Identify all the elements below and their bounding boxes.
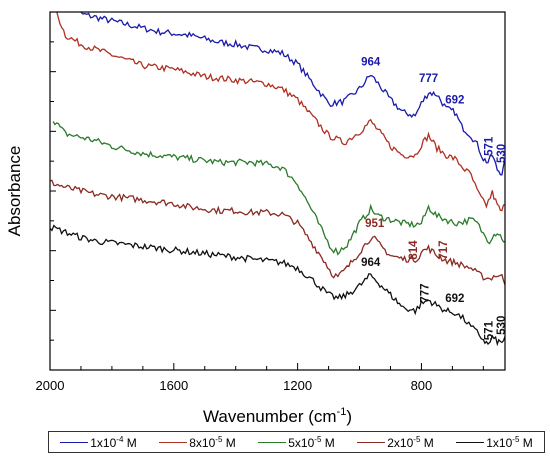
x-tick-label: 800 bbox=[411, 378, 433, 393]
series-line-5 bbox=[50, 224, 505, 347]
peak-label: 814 bbox=[408, 240, 420, 260]
legend-swatch bbox=[456, 441, 485, 443]
legend-item-2: 8x10-5 M bbox=[159, 435, 236, 450]
series-line-1 bbox=[80, 12, 505, 176]
peak-label: 530 bbox=[496, 144, 508, 163]
y-axis-title: Absorbance bbox=[5, 146, 24, 237]
peak-label: 530 bbox=[496, 316, 508, 335]
x-tick-label: 2000 bbox=[36, 378, 65, 393]
legend-swatch bbox=[258, 441, 287, 443]
peak-label: 692 bbox=[445, 94, 464, 106]
legend-label: 1x10-4 M bbox=[90, 434, 137, 450]
legend-label: 1x10-5 M bbox=[486, 434, 533, 450]
legend-item-4: 2x10-5 M bbox=[357, 435, 434, 450]
peak-label: 692 bbox=[445, 293, 464, 305]
series-line-2 bbox=[56, 12, 505, 212]
x-axis-title: Wavenumber (cm-1) bbox=[203, 406, 352, 426]
legend-item-5: 1x10-5 M bbox=[456, 435, 533, 450]
legend-swatch bbox=[60, 441, 89, 443]
x-axis-ticks: 2000 1600 1200 800 bbox=[36, 363, 484, 393]
peak-label: 777 bbox=[420, 283, 432, 302]
series-line-4 bbox=[50, 179, 505, 287]
plot-frame bbox=[49, 11, 506, 371]
legend-item-1: 1x10-4 M bbox=[60, 435, 137, 450]
legend: 1x10-4 M 8x10-5 M 5x10-5 M 2x10-5 M 1x10-5 M bbox=[48, 431, 545, 453]
legend-swatch bbox=[357, 441, 386, 443]
legend-item-3: 5x10-5 M bbox=[258, 435, 335, 450]
x-tick-label: 1200 bbox=[283, 378, 312, 393]
y-axis-ticks bbox=[50, 41, 56, 341]
series-line-3 bbox=[52, 121, 505, 256]
peak-label: 777 bbox=[419, 73, 438, 85]
legend-label: 2x10-5 M bbox=[387, 434, 434, 450]
peak-label: 571 bbox=[483, 136, 495, 156]
legend-label: 8x10-5 M bbox=[189, 434, 236, 450]
peak-label: 964 bbox=[361, 257, 381, 269]
legend-label: 5x10-5 M bbox=[288, 434, 335, 450]
peak-label: 951 bbox=[365, 218, 385, 230]
peak-label: 964 bbox=[361, 57, 381, 69]
x-tick-label: 1600 bbox=[159, 378, 188, 393]
peak-label: 717 bbox=[438, 240, 450, 259]
peak-label: 571 bbox=[483, 320, 495, 340]
legend-swatch bbox=[159, 441, 188, 443]
series-lines bbox=[50, 12, 505, 347]
